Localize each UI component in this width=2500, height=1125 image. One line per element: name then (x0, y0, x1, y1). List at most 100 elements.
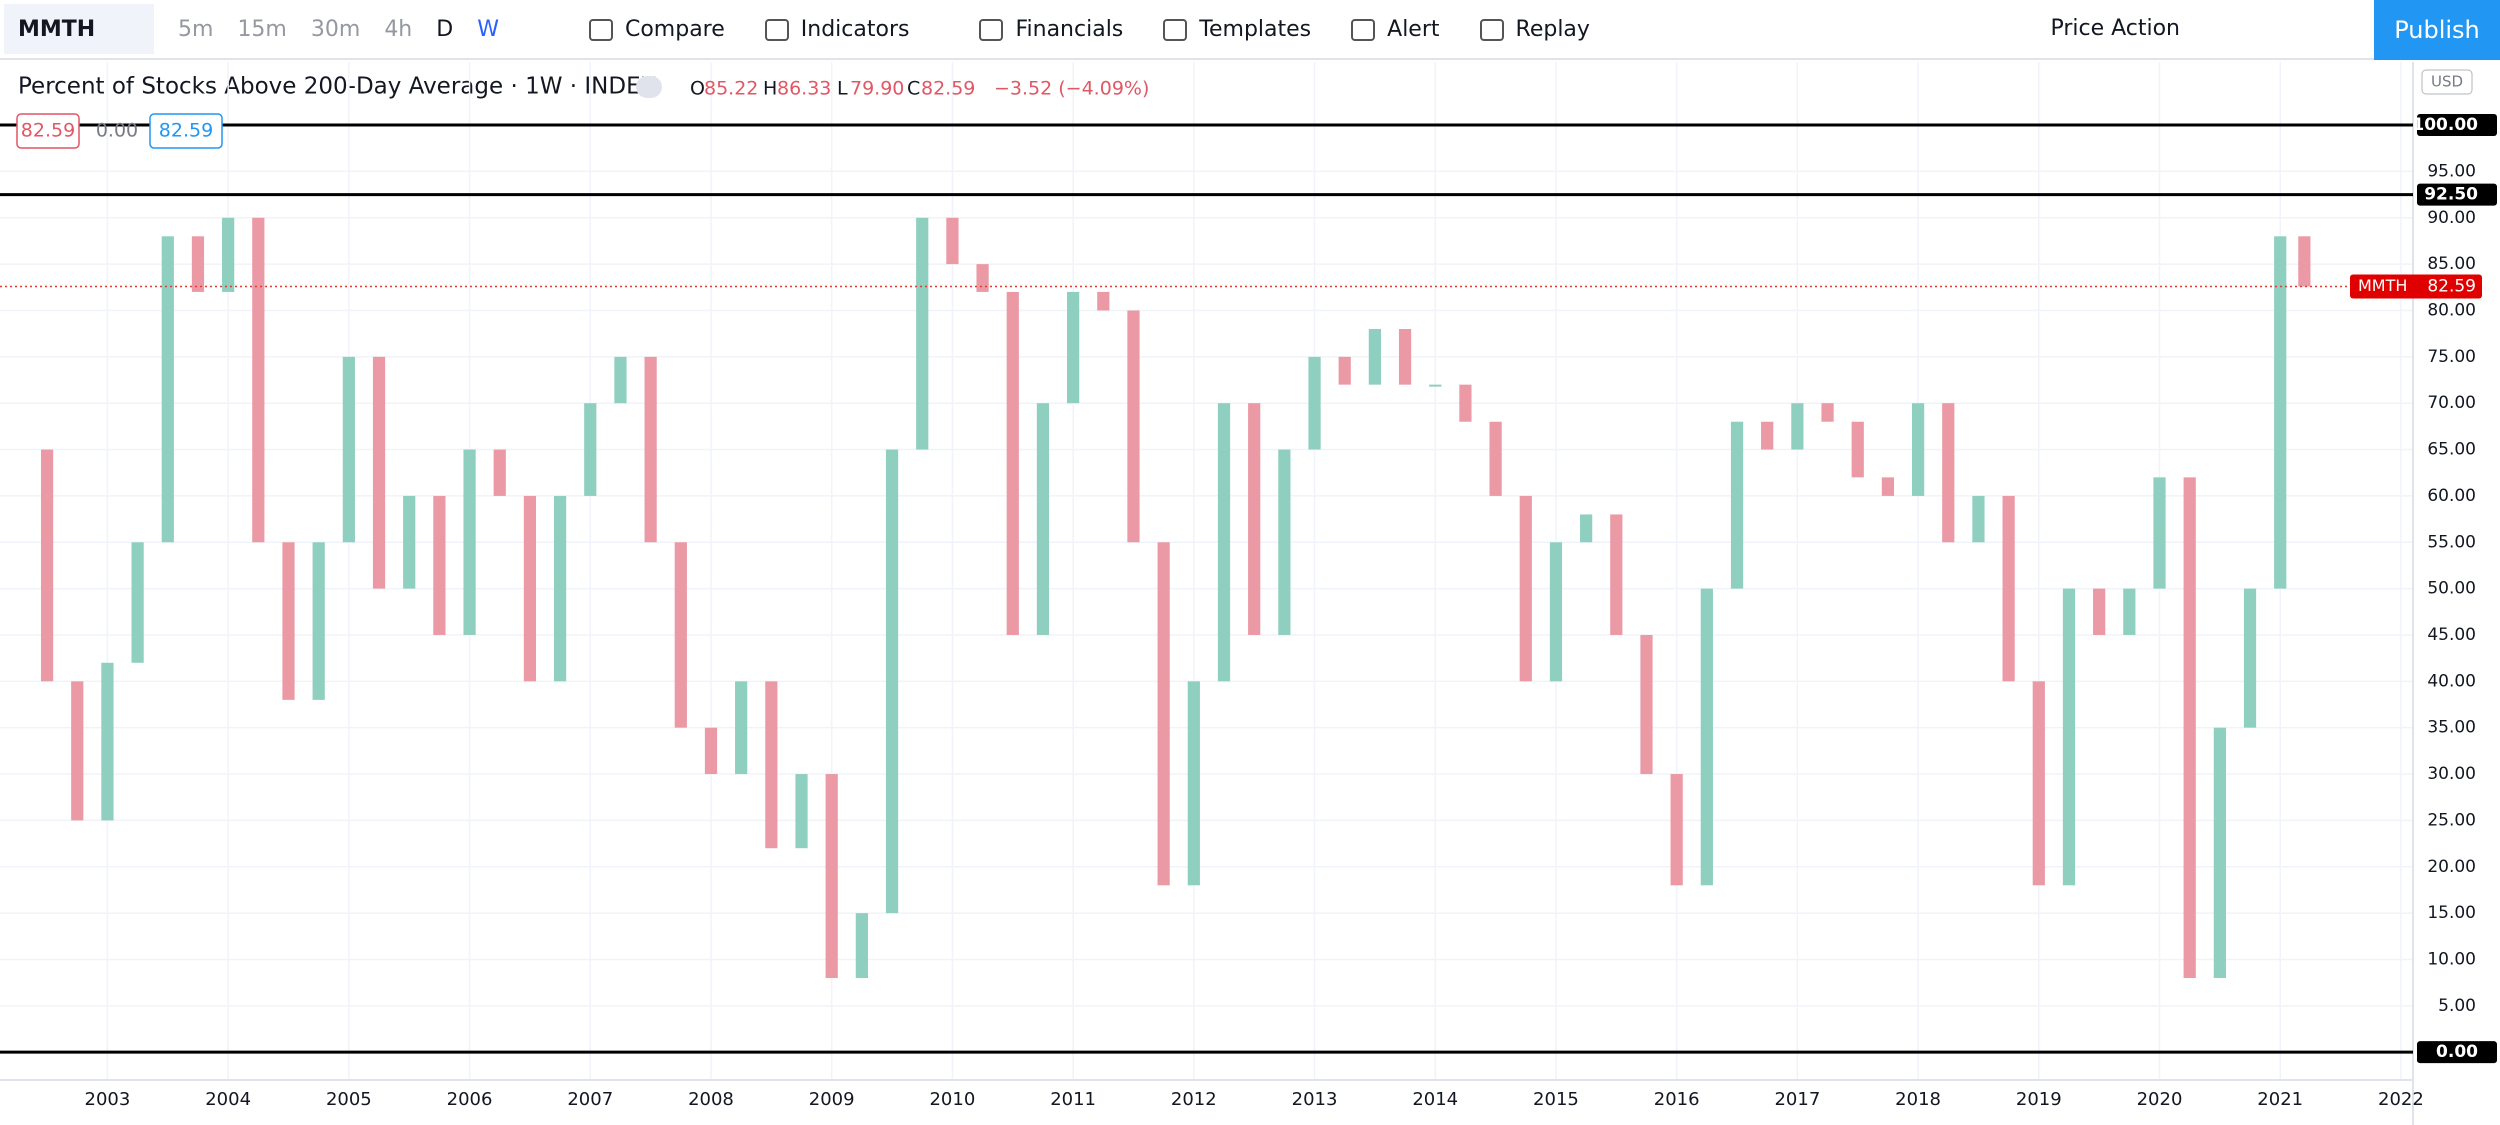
x-tick-label: 2004 (205, 1089, 251, 1110)
badge-box (149, 113, 223, 149)
candle (1580, 514, 1593, 543)
candle (855, 913, 868, 979)
badge: 82.59 (21, 120, 75, 142)
candle (1851, 421, 1864, 478)
candle (342, 356, 355, 543)
candle (1398, 329, 1412, 385)
candle (1036, 403, 1050, 635)
candle (2093, 588, 2106, 635)
candle (1187, 681, 1200, 886)
candle (131, 542, 144, 663)
candle (1640, 634, 1653, 775)
candle (282, 542, 295, 700)
ohlc-value: H (763, 78, 777, 100)
candle (976, 264, 989, 292)
compare-button[interactable]: Compare (588, 17, 725, 42)
candle (1248, 403, 1261, 635)
toolbar: MMTH 5m 15m 30m 4h D W Compare Indicator… (0, 0, 2500, 60)
candle (946, 217, 959, 265)
x-tick-label: 2009 (809, 1089, 855, 1110)
x-tick-label: 2011 (1050, 1089, 1096, 1110)
symbol-search[interactable]: MMTH (4, 4, 154, 54)
ohlc-value: −3.52 (−4.09%) (994, 78, 1149, 100)
candle (1549, 542, 1563, 682)
x-tick-label: 2013 (1292, 1089, 1338, 1110)
interval[interactable]: 15m (237, 16, 287, 42)
y-tick-label: 45.00 (2427, 625, 2476, 645)
x-tick-label: 2008 (688, 1089, 734, 1110)
interval[interactable]: D (436, 16, 454, 42)
candle (704, 727, 718, 775)
candle (1911, 403, 1925, 496)
x-tick-label: 2010 (929, 1089, 975, 1110)
y-tick-label: 10.00 (2427, 949, 2476, 969)
candle (2062, 588, 2076, 886)
candle (1217, 403, 1231, 682)
candle (1700, 588, 1713, 886)
templates-button[interactable]: Templates (1163, 17, 1311, 42)
interval[interactable]: W (477, 16, 499, 42)
candle (1368, 329, 1381, 385)
level-label: 92.50 (2424, 185, 2478, 205)
candle (40, 449, 54, 682)
candle (2243, 588, 2257, 728)
candle (1942, 403, 1955, 543)
interval[interactable]: 5m (178, 16, 214, 42)
candle (795, 774, 808, 849)
y-tick-label: 90.00 (2427, 208, 2476, 228)
x-tick-label: 2020 (2137, 1089, 2183, 1110)
candle (1881, 477, 1895, 496)
x-tick-label: 2003 (85, 1089, 131, 1110)
candle (372, 356, 386, 589)
y-tick-label: 40.00 (2427, 671, 2476, 691)
y-tick-label: 5.00 (2438, 996, 2476, 1016)
candle (1278, 449, 1291, 635)
x-tick-label: 2007 (567, 1089, 613, 1110)
candle (885, 449, 899, 914)
candle (584, 403, 597, 496)
replay-button[interactable]: Replay (1479, 17, 1590, 42)
candle (1610, 514, 1623, 635)
publish-button[interactable]: Publish (2374, 0, 2500, 60)
ohlc-value: C (907, 78, 920, 100)
candle (1761, 421, 1774, 450)
candle (644, 356, 657, 543)
y-tick-label: 85.00 (2427, 254, 2476, 274)
y-tick-label: 80.00 (2427, 300, 2476, 320)
y-tick-label: 50.00 (2427, 579, 2476, 599)
candle (1730, 421, 1744, 589)
y-tick-label: 20.00 (2427, 857, 2476, 877)
indicators-button[interactable]: Indicators (764, 17, 909, 42)
ohlc-value: 85.22 (704, 78, 758, 100)
level-label-bg (2417, 183, 2497, 206)
candle (553, 495, 567, 682)
candle (1338, 356, 1351, 385)
candle (1067, 291, 1080, 404)
y-tick-label: 25.00 (2427, 810, 2476, 830)
x-tick-label: 2017 (1774, 1089, 1820, 1110)
x-tick-label: 2015 (1533, 1089, 1579, 1110)
candle (2123, 588, 2136, 635)
x-tick-label: 2005 (326, 1089, 372, 1110)
candle (1972, 495, 1985, 543)
candle (252, 217, 265, 543)
x-tick-label: 2018 (1895, 1089, 1941, 1110)
last-price-label: 82.59 (2427, 276, 2476, 296)
x-tick-label: 2019 (2016, 1089, 2062, 1110)
candle (1821, 403, 1834, 422)
y-tick-label: 75.00 (2427, 347, 2476, 367)
interval[interactable]: 30m (310, 16, 361, 42)
layout-menu[interactable]: Price Action (2050, 16, 2180, 41)
y-tick-label: 35.00 (2427, 718, 2476, 738)
ohlc-value: L (837, 78, 848, 100)
financials-button[interactable]: Financials (979, 17, 1123, 42)
currency-box (2421, 69, 2473, 95)
alert-button[interactable]: Alert (1351, 17, 1440, 42)
badge: 0.00 (96, 120, 138, 142)
candle (101, 662, 114, 821)
y-tick-label: 30.00 (2427, 764, 2476, 784)
x-tick-label: 2012 (1171, 1089, 1217, 1110)
grid (0, 62, 2413, 1080)
candle (1670, 774, 1683, 886)
interval[interactable]: 4h (384, 16, 413, 42)
